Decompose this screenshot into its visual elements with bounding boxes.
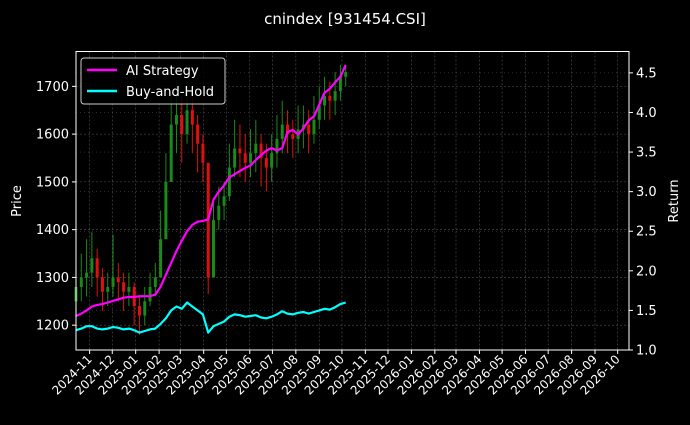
y-axis-left: 1200 1300 1400 1500 1600 1700 <box>36 80 76 334</box>
candle-body <box>259 143 263 159</box>
candle-body <box>238 148 242 154</box>
legend: AI Strategy Buy-and-Hold <box>80 57 226 105</box>
candle-body <box>180 115 184 135</box>
candle-body <box>222 196 226 206</box>
candle-body <box>217 205 221 221</box>
y-tick-label-left: 1600 <box>36 128 69 143</box>
candle-body <box>106 286 110 292</box>
buy-and-hold-line <box>75 301 347 334</box>
candle-body <box>243 153 247 163</box>
candle-body <box>312 119 316 135</box>
y-axis-right-label: Return <box>667 179 682 222</box>
y-tick-label-right: 3.5 <box>636 146 657 161</box>
y-tick-label-left: 1300 <box>36 271 69 286</box>
legend-label-bh: Buy-and-Hold <box>126 85 214 100</box>
candle-body <box>317 105 321 120</box>
candle-body <box>323 95 327 106</box>
chart-title: cnindex [931454.CSI] <box>264 10 426 28</box>
y-axis-left-label: Price <box>10 185 25 217</box>
series-lines <box>75 64 347 334</box>
candle-body <box>137 306 141 316</box>
candle-body <box>164 181 168 240</box>
candle-body <box>227 167 231 197</box>
legend-label-ai: AI Strategy <box>126 64 199 79</box>
candle-body <box>333 91 337 101</box>
candle-body <box>196 124 200 144</box>
candle-body <box>111 277 115 287</box>
candles <box>74 64 348 335</box>
y-tick-label-right: 4.0 <box>636 106 657 121</box>
ai-strategy-line <box>75 64 347 318</box>
candle-body <box>264 158 268 168</box>
y-tick-label-right: 2.5 <box>636 225 657 240</box>
candle-body <box>254 143 258 154</box>
y-tick-label-right: 1.5 <box>636 304 657 319</box>
candle-body <box>233 148 237 168</box>
y-tick-label-left: 1500 <box>36 175 69 190</box>
candle-body <box>153 277 157 287</box>
y-tick-label-left: 1700 <box>36 80 69 95</box>
x-axis: 2024-112024-122025-012025-022025-032025-… <box>49 350 623 398</box>
candle-body <box>338 76 342 92</box>
candle-body <box>159 239 163 278</box>
candle-body <box>79 277 83 287</box>
candle-body <box>100 277 104 292</box>
candle-body <box>116 277 120 283</box>
candle-body <box>174 115 178 125</box>
candle-body <box>95 258 99 278</box>
candle-body <box>307 124 311 135</box>
y-axis-right: 1.0 1.5 2.0 2.5 3.0 3.5 4.0 4.5 <box>629 66 657 359</box>
candle-body <box>275 138 279 154</box>
candle-body <box>328 95 332 101</box>
y-tick-label-left: 1400 <box>36 223 69 238</box>
candle-body <box>211 220 215 278</box>
y-tick-label-left: 1200 <box>36 319 69 334</box>
candle-body <box>291 134 295 139</box>
candle-body <box>127 286 131 292</box>
candle-body <box>344 72 348 77</box>
candle-body <box>270 153 274 168</box>
candle-body <box>85 272 89 278</box>
candle-body <box>122 282 126 292</box>
plot-frame <box>75 51 630 351</box>
candle-body <box>280 124 284 139</box>
y-tick-label-right: 4.5 <box>636 66 657 81</box>
candle-body <box>143 301 147 316</box>
candle-body <box>286 124 290 135</box>
y-tick-label-right: 3.0 <box>636 185 657 200</box>
candle-body <box>201 143 205 163</box>
y-tick-label-right: 1.0 <box>636 344 657 359</box>
candle-body <box>185 110 189 135</box>
candle-body <box>90 258 94 273</box>
candle-body <box>190 110 194 125</box>
candle-body <box>148 286 152 302</box>
y-tick-label-right: 2.0 <box>636 264 657 279</box>
candle-body <box>249 153 253 163</box>
candle-body <box>169 124 173 182</box>
